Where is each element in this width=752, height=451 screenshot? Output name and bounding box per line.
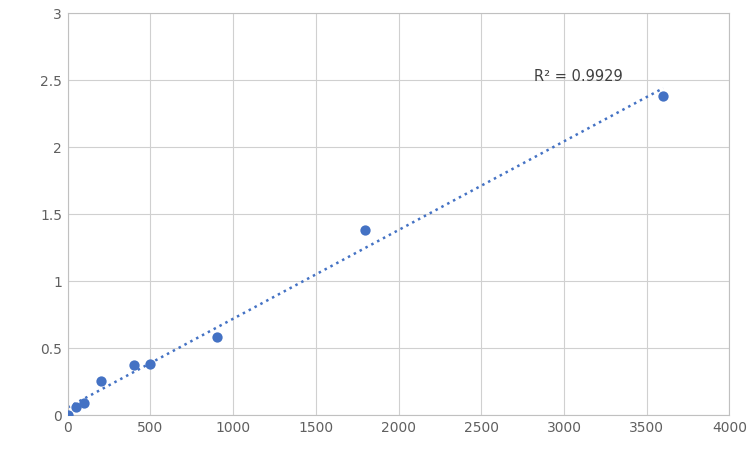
Text: R² = 0.9929: R² = 0.9929 xyxy=(534,69,623,84)
Point xyxy=(657,93,669,100)
Point xyxy=(144,360,156,368)
Point xyxy=(95,378,107,385)
Point xyxy=(62,411,74,419)
Point xyxy=(78,399,90,406)
Point xyxy=(128,362,140,369)
Point xyxy=(359,227,371,234)
Point xyxy=(211,334,223,341)
Point xyxy=(70,403,82,410)
